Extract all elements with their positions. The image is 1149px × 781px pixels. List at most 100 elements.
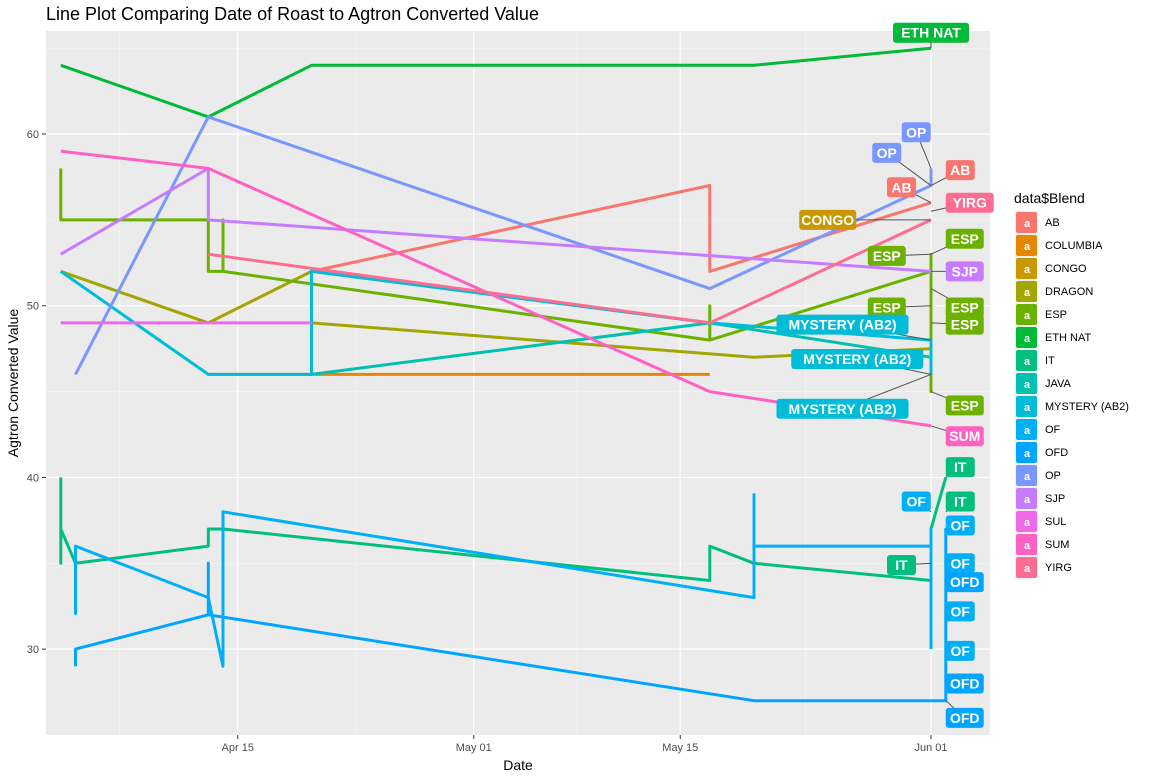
- series-line-yirg: [208, 218, 932, 325]
- legend-entry-label: SJP: [1045, 493, 1065, 505]
- end-label: IT: [895, 557, 908, 573]
- legend: data$Blend a AB a COLUMBIA a CONGO a DRAGON a ESP…: [1014, 190, 1129, 579]
- end-label: OP: [906, 124, 926, 140]
- legend-entry-label: IT: [1045, 355, 1055, 367]
- end-label: ESP: [873, 248, 901, 264]
- end-label: OFD: [950, 675, 980, 691]
- legend-entry-label: SUM: [1045, 539, 1069, 551]
- legend-key-letter: a: [1024, 425, 1031, 437]
- legend-key-swatch: [1016, 212, 1037, 233]
- legend-key-letter: a: [1024, 264, 1031, 276]
- end-label: ETH NAT: [901, 25, 961, 41]
- end-label: OF: [951, 518, 971, 534]
- legend-key-swatch: [1016, 281, 1037, 302]
- series-lines: [59, 46, 948, 703]
- end-label: MYSTERY (AB2): [803, 351, 911, 367]
- legend-entry-label: CONGO: [1045, 263, 1087, 275]
- end-label-box: [887, 177, 916, 198]
- legend-key-letter: a: [1024, 241, 1031, 253]
- legend-entry-label: COLUMBIA: [1045, 240, 1103, 252]
- y-tick-label: 30: [27, 644, 39, 656]
- end-label-box: [791, 348, 924, 369]
- legend-key-letter: a: [1024, 494, 1031, 506]
- end-label: OF: [951, 643, 971, 659]
- end-label-box: [945, 601, 975, 622]
- x-tick-label: May 01: [456, 742, 492, 754]
- legend-title: data$Blend: [1014, 190, 1085, 206]
- y-tick-label: 40: [27, 472, 39, 484]
- legend-key-letter: a: [1024, 333, 1031, 345]
- legend-key-letter: a: [1024, 471, 1031, 483]
- legend-key-letter: a: [1024, 517, 1031, 529]
- legend-key-letter: a: [1024, 448, 1031, 460]
- legend-key-letter: a: [1024, 218, 1031, 230]
- end-label-box: [776, 314, 909, 335]
- end-label: ESP: [951, 299, 979, 315]
- legend-key-letter: a: [1024, 563, 1031, 575]
- end-label-box: [887, 555, 916, 576]
- legend-key-swatch: [1016, 419, 1037, 440]
- y-tick-label: 50: [27, 301, 39, 313]
- end-label-box: [945, 192, 994, 213]
- legend-entry-label: ESP: [1045, 309, 1067, 321]
- end-label: OFD: [950, 574, 980, 590]
- end-label: SJP: [952, 263, 978, 279]
- legend-key-swatch: [1016, 511, 1037, 532]
- legend-key-letter: a: [1024, 310, 1031, 322]
- end-label: CONGO: [801, 212, 854, 228]
- x-tick-label: Apr 15: [222, 742, 254, 754]
- end-label: ESP: [873, 299, 901, 315]
- end-label-box: [945, 160, 975, 181]
- legend-key-swatch: [1016, 465, 1037, 486]
- legend-entry-label: ETH NAT: [1045, 332, 1092, 344]
- legend-key-swatch: [1016, 488, 1037, 509]
- end-label-box: [945, 491, 975, 512]
- legend-entry-label: OP: [1045, 470, 1061, 482]
- x-axis: Apr 15 May 01 May 15 Jun 01: [222, 735, 948, 754]
- legend-key-swatch: [1016, 350, 1037, 371]
- series-line-sjp: [60, 166, 932, 273]
- legend-key-swatch: [1016, 235, 1037, 256]
- legend-key-letter: a: [1024, 402, 1031, 414]
- end-label: SUM: [949, 428, 980, 444]
- end-label-box: [945, 640, 975, 661]
- end-label: OFD: [950, 710, 980, 726]
- plot-panel: [46, 31, 990, 735]
- y-axis-title: Agtron Converted Value: [5, 309, 21, 458]
- end-label: ESP: [951, 231, 979, 247]
- legend-key-letter: a: [1024, 540, 1031, 552]
- y-tick-label: 60: [27, 129, 39, 141]
- end-label-box: [945, 515, 975, 536]
- end-label-box: [945, 673, 984, 694]
- end-label-box: [945, 261, 984, 282]
- series-line-eth-nat: [60, 46, 932, 119]
- y-axis: 30 40 50 60: [27, 129, 46, 656]
- legend-key-swatch: [1016, 258, 1037, 279]
- end-label-box: [945, 314, 984, 335]
- series-line-mystery-ab2-: [59, 269, 933, 376]
- series-line-of: [74, 493, 933, 668]
- end-label-box: [945, 426, 984, 447]
- x-tick-label: Jun 01: [914, 742, 947, 754]
- end-label-box: [945, 572, 984, 593]
- end-label-box: [945, 707, 984, 728]
- end-label: OF: [951, 603, 971, 619]
- legend-entry-label: SUL: [1045, 516, 1066, 528]
- end-label: MYSTERY (AB2): [788, 317, 896, 333]
- legend-key-swatch: [1016, 327, 1037, 348]
- legend-entry-label: DRAGON: [1045, 286, 1093, 298]
- end-label: YIRG: [953, 195, 987, 211]
- legend-entry-label: JAVA: [1045, 378, 1072, 390]
- end-label-box: [867, 297, 906, 318]
- x-tick-label: May 15: [662, 742, 698, 754]
- end-label: ESP: [951, 317, 979, 333]
- chart-title: Line Plot Comparing Date of Roast to Agt…: [46, 4, 539, 24]
- end-label-box: [901, 491, 931, 512]
- x-axis-title: Date: [503, 757, 533, 773]
- end-label-box: [872, 142, 902, 163]
- major-gridlines: [46, 31, 990, 735]
- legend-key-swatch: [1016, 557, 1037, 578]
- series-line-op: [74, 115, 933, 376]
- legend-key-swatch: [1016, 442, 1037, 463]
